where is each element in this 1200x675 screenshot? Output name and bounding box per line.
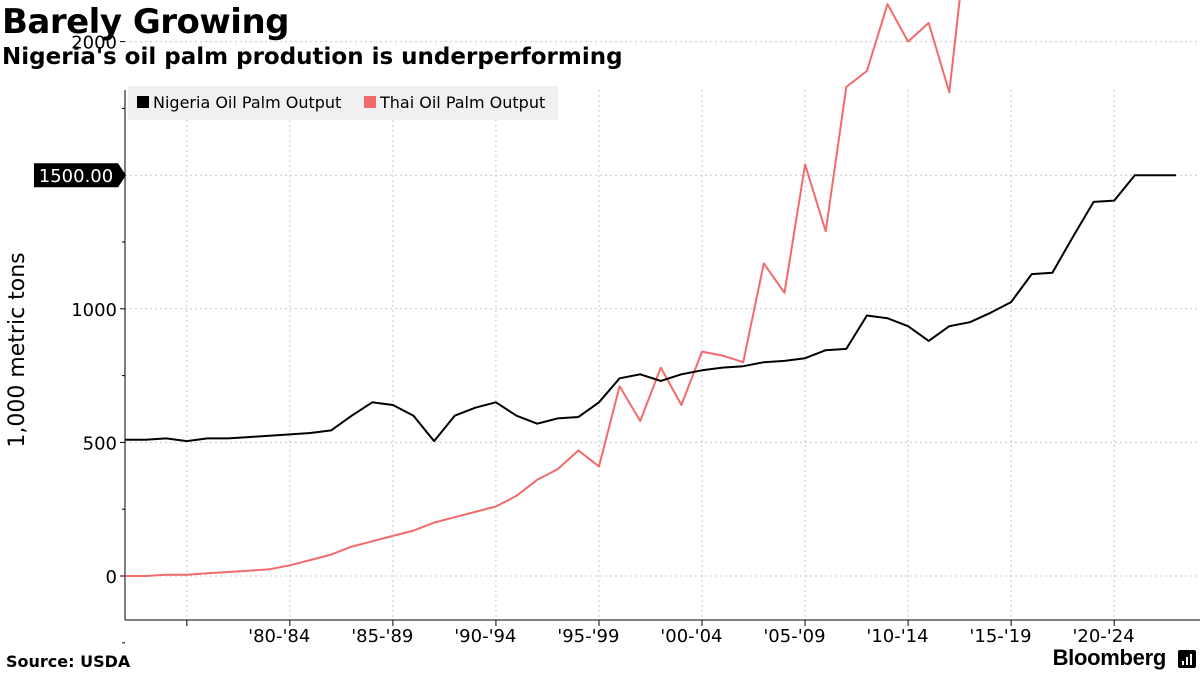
x-tick-label: '95-'99	[557, 626, 619, 647]
nigeria-series-line	[125, 174, 1176, 443]
chart-title: Barely Growing	[2, 2, 289, 42]
nigeria-last-value-text: 1500.00	[39, 166, 113, 187]
y-tick-label: 0	[106, 567, 117, 588]
y-tick-label: 1000	[71, 300, 117, 321]
value-labels: 1500.003380.00	[34, 163, 126, 188]
x-tick-label: '20-'24	[1072, 626, 1134, 647]
nigeria-last-value-badge	[34, 163, 126, 188]
x-tick-label: '80-'84	[248, 626, 310, 647]
legend-swatch-nigeria	[137, 96, 149, 108]
y-tick-label: 2000	[71, 33, 117, 54]
bloomberg-logo: Bloomberg	[1052, 645, 1167, 670]
legend-background	[128, 86, 558, 120]
x-tick-label: '10-'14	[866, 626, 928, 647]
x-tick-label: '05-'09	[763, 626, 825, 647]
gridlines	[125, 41, 1200, 620]
thai-series-line	[125, 0, 961, 577]
legend: Nigeria Oil Palm Output Thai Oil Palm Ou…	[128, 86, 558, 120]
bloomberg-terminal-icon	[1178, 650, 1196, 668]
legend-label-thai: Thai Oil Palm Output	[379, 93, 545, 112]
series-lines	[125, 0, 1176, 577]
legend-label-nigeria: Nigeria Oil Palm Output	[153, 93, 341, 112]
y-tick-label: 500	[83, 433, 117, 454]
source-note: Source: USDA	[6, 652, 131, 671]
x-tick-label: '00-'04	[660, 626, 722, 647]
chart-subtitle: Nigeria's oil palm prodution is underper…	[2, 44, 623, 70]
x-tick-label: '85-'89	[351, 626, 413, 647]
legend-swatch-thai	[364, 96, 376, 108]
x-tick-label: '90-'94	[454, 626, 516, 647]
x-tick-label: '15-'19	[969, 626, 1031, 647]
y-axis-title: 1,000 metric tons	[5, 252, 30, 447]
